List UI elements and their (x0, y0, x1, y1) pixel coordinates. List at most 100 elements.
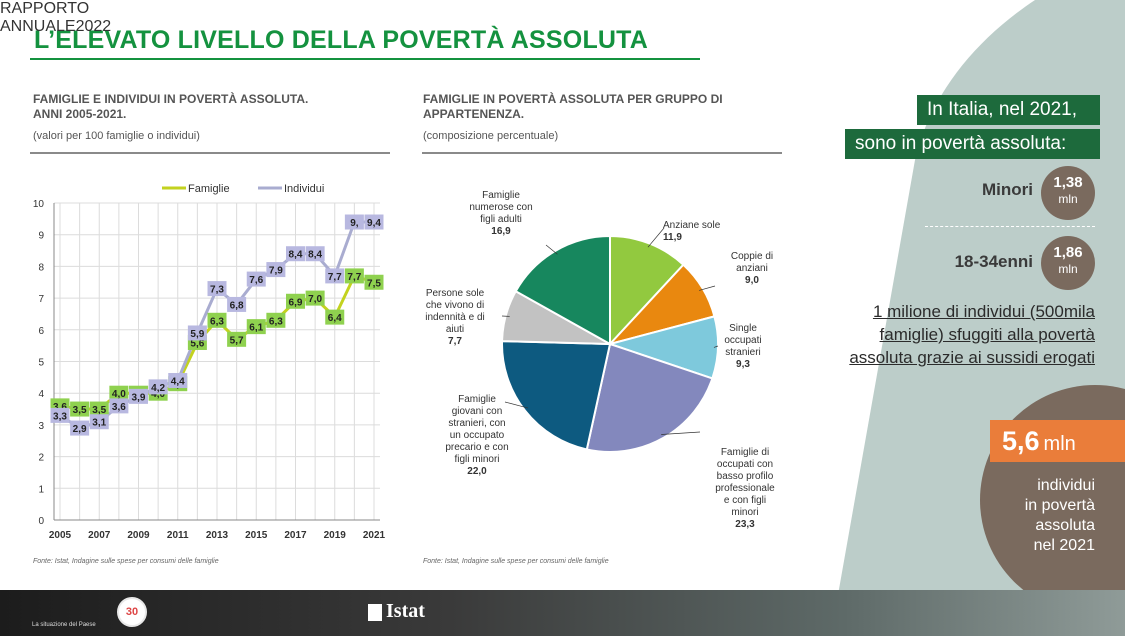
subsidy-note-line1: 1 milione di individui (500mila (872, 302, 1095, 321)
giovani-label: 18-34enni (954, 252, 1033, 271)
minori-label: Minori (982, 180, 1033, 199)
data-label-bg (89, 401, 109, 417)
footer-brand-line2: ANNUALE2022 (0, 18, 112, 35)
pie-label: Single occupati stranieri 9,3 (724, 323, 761, 370)
pie-label-line: stranieri, con (448, 418, 505, 429)
pie-label-line: indennità e di (425, 312, 485, 323)
x-tick-label: 2011 (167, 530, 189, 541)
pie-label-line: stranieri (725, 347, 761, 358)
data-label-individui: 7,9 (269, 266, 283, 277)
data-label-bg (325, 309, 345, 325)
data-label-individui: 9, (350, 218, 359, 229)
legend-label-famiglie: Famiglie (188, 183, 230, 195)
pie-label-line: che vivono di (426, 300, 484, 311)
data-label-famiglie: 6,1 (249, 323, 263, 334)
x-tick-label: 2015 (245, 530, 268, 541)
data-label-famiglie: 5,7 (230, 335, 244, 346)
footer-bar (0, 590, 1125, 636)
pie-value-label: 22,0 (467, 466, 487, 477)
y-tick-label: 7 (38, 294, 44, 305)
footer-brand-line1: RAPPORTO (0, 0, 90, 17)
data-label-bg (305, 290, 325, 306)
pie-slice (609, 234, 685, 347)
pie-label: Famiglie di occupati con basso profilo prof… (715, 447, 775, 530)
giovani-badge: 1,86 mln (1041, 236, 1095, 290)
istat-logo-text: Istat (386, 600, 425, 622)
legend-label-individui: Individui (284, 183, 324, 195)
pie-label-line: figli adulti (480, 214, 522, 225)
x-tick-label: 2009 (127, 530, 150, 541)
data-label-individui: 2,9 (73, 424, 87, 435)
data-label-famiglie: 3,6 (53, 402, 67, 413)
data-label-individui: 3,6 (112, 402, 126, 413)
line-chart: 0 1 2 3 4 5 6 7 8 9 10 2005 2007 2009 2011 2013 2015 2017… (33, 183, 386, 541)
pie-leader-line (661, 431, 701, 435)
subsidy-note: 1 milione di individui (500mila famiglie… (800, 300, 1095, 369)
pie-label-line: minori (731, 507, 758, 518)
pie-slice (585, 342, 714, 453)
data-label-famiglie: 3,5 (92, 405, 106, 416)
minori-value: 1,38 (1053, 174, 1083, 191)
data-label-bg (266, 262, 286, 278)
data-label-bg (148, 379, 168, 395)
data-label-bg (227, 331, 247, 347)
data-label-bg (364, 214, 384, 230)
data-label-bg (364, 274, 384, 290)
data-label-individui: 3,1 (92, 418, 106, 429)
pie-value-label: 9,3 (736, 359, 750, 370)
data-label-individui: 3,9 (132, 392, 146, 403)
data-label-bg (344, 214, 364, 230)
y-tick-label: 5 (38, 358, 44, 369)
total-description: individui in povertà assoluta nel 2021 (990, 476, 1095, 556)
data-label-individui: 5,9 (190, 329, 204, 340)
total-desc-line2: in povertà (1024, 497, 1095, 514)
data-label-individui: 3,3 (53, 411, 67, 422)
pie-label-line: Famiglie (458, 394, 496, 405)
data-label-bg (207, 312, 227, 328)
pie-label-line: e con figli (724, 495, 766, 506)
data-label-bg (246, 271, 266, 287)
pie-slice (501, 340, 612, 451)
pie-label-line: figli minori (454, 454, 499, 465)
y-tick-label: 10 (33, 199, 45, 210)
pie-slice (514, 234, 611, 346)
pie-chart: Anziane sole 11,9 Coppie di anziani 9,0 Singl… (425, 190, 775, 530)
anniversary-logo-icon: 30 (117, 597, 147, 627)
data-label-individui: 7,6 (249, 275, 263, 286)
pie-label-line: Persone sole (426, 288, 485, 299)
pie-label-line: Coppie di (731, 251, 773, 262)
pie-leader-line (504, 401, 529, 409)
minori-unit: mln (1058, 192, 1078, 206)
subsidy-note-line3: assoluta grazie ai sussidi erogati (849, 348, 1095, 367)
pie-leader-line (713, 345, 719, 348)
data-label-individui: 9,4 (367, 218, 381, 229)
data-label-bg (325, 268, 345, 284)
pie-label-line: anziani (736, 263, 768, 274)
data-label-individui: 6,8 (230, 300, 244, 311)
data-label-bg (109, 385, 129, 401)
line-chart-title-line2: ANNI 2005-2021. (33, 107, 127, 121)
footer-brand-sub: La situazione del Paese (32, 622, 96, 628)
data-label-famiglie: 6,9 (289, 297, 303, 308)
x-tick-label: 2013 (206, 530, 229, 541)
line-chart-source: Fonte: Istat, Indagine sulle spese per c… (33, 558, 219, 565)
subsidy-note-line2: famiglie) sfuggiti alla povertà (879, 325, 1095, 344)
x-tick-label: 2021 (363, 530, 386, 541)
data-label-famiglie: 6,4 (328, 313, 342, 324)
istat-logo-icon (368, 604, 382, 621)
pie-chart-title: FAMIGLIE IN POVERTÀ ASSOLUTA PER GRUPPO … (423, 92, 723, 122)
data-label-famiglie: 7,5 (367, 278, 381, 289)
pie-label-line: giovani con (452, 406, 503, 417)
pie-label-line: precario e con (445, 442, 508, 453)
pie-label-line: Single (729, 323, 757, 334)
data-label-bg (266, 312, 286, 328)
data-label-famiglie: 7,7 (347, 272, 361, 283)
highlight-divider (925, 226, 1095, 227)
pie-chart-title-line2: APPARTENENZA. (423, 107, 525, 121)
pie-label: Coppie di anziani 9,0 (731, 251, 773, 286)
total-unit: mln (1043, 433, 1076, 455)
pie-label: Persone sole che vivono di indennità e di a… (425, 288, 485, 347)
pie-leader-line (699, 285, 716, 291)
data-label-bg (246, 319, 266, 335)
